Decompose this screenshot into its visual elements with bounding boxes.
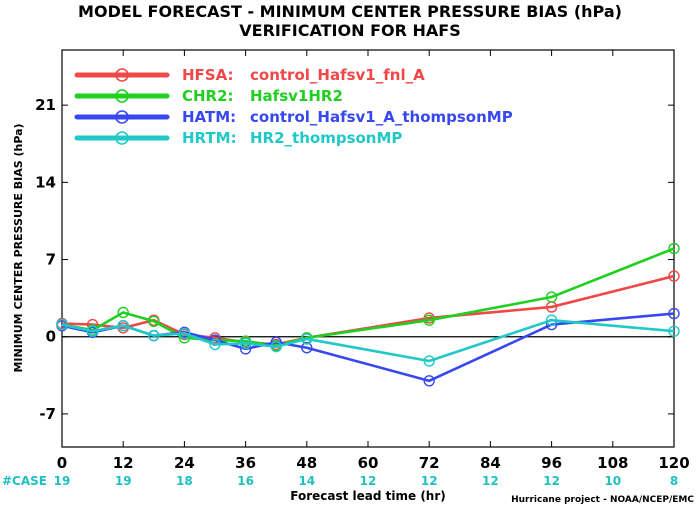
y-tick-label: -7: [39, 405, 56, 423]
legend-code: HRTM:: [182, 129, 237, 147]
legend-marker: [115, 131, 129, 145]
series-point: [423, 314, 435, 326]
legend-marker: [115, 89, 129, 103]
series-point: [209, 338, 221, 351]
legend: HFSA: control_Hafsv1_fnl_A CHR2: Hafsv1HR2 H…: [74, 66, 513, 147]
series-point: [423, 355, 435, 367]
credit-text: Hurricane project - NOAA/NCEP/EMC: [511, 495, 694, 505]
legend-marker: [115, 110, 129, 124]
y-axis-ticks: -7 0 7 14 21: [35, 96, 674, 423]
case-count: 10: [604, 474, 621, 488]
legend-name: HR2_thompsonMP: [250, 129, 402, 147]
y-tick-label: 0: [46, 328, 56, 346]
y-axis-label: MINIMUM CENTER PRESSURE BIAS (hPa): [12, 123, 25, 372]
series-point: [148, 315, 160, 327]
chart-subtitle: VERIFICATION FOR HAFS: [239, 21, 460, 40]
series-point: [668, 242, 680, 255]
case-count: 14: [298, 474, 315, 488]
series-point: [86, 325, 99, 337]
y-tick-label: 7: [46, 251, 56, 269]
legend-marker: [115, 68, 129, 82]
legend-code: HATM:: [182, 108, 236, 126]
legend-code: CHR2:: [182, 87, 234, 105]
series-point: [668, 307, 680, 320]
series-point: [148, 329, 160, 342]
series-point: [301, 333, 313, 345]
x-tick-label: 36: [235, 454, 256, 472]
legend-code: HFSA:: [182, 66, 234, 84]
series-point: [270, 340, 282, 353]
case-count: 12: [421, 474, 438, 488]
x-tick-label: 0: [57, 454, 67, 472]
x-tick-label: 60: [358, 454, 379, 472]
case-count: 16: [237, 474, 254, 488]
x-tick-label: 24: [174, 454, 195, 472]
case-label: #CASE: [2, 474, 47, 488]
series-point: [56, 318, 68, 331]
series-point: [117, 319, 129, 332]
y-tick-label: 14: [35, 173, 56, 191]
x-tick-label: 108: [597, 454, 628, 472]
series-point: [178, 327, 191, 340]
case-count: 8: [670, 474, 678, 488]
x-tick-label: 12: [113, 454, 134, 472]
chart-title: MODEL FORECAST - MINIMUM CENTER PRESSURE…: [78, 2, 622, 21]
series-line: [61, 274, 675, 346]
x-tick-label: 96: [541, 454, 562, 472]
series-point: [117, 306, 129, 319]
case-count: 12: [543, 474, 560, 488]
x-axis-ticks: 0 12 24 36 48 60 72 84 96 108 120: [57, 50, 690, 472]
legend-name: control_Hafsv1_A_thompsonMP: [250, 108, 513, 126]
series-point: [668, 325, 680, 337]
x-tick-label: 72: [419, 454, 440, 472]
series-point: [301, 342, 313, 354]
series-point: [545, 291, 558, 303]
case-count: 12: [482, 474, 499, 488]
x-tick-label: 84: [480, 454, 501, 472]
legend-name: control_Hafsv1_fnl_A: [250, 66, 425, 84]
case-count: 19: [54, 474, 71, 488]
x-axis-label: Forecast lead time (hr): [290, 489, 446, 503]
series-point: [423, 375, 435, 387]
series-point: [545, 314, 558, 326]
series-point: [239, 337, 252, 350]
x-tick-label: 48: [296, 454, 317, 472]
series-layer: [56, 242, 680, 387]
case-count: 18: [176, 474, 193, 488]
legend-name: Hafsv1HR2: [250, 87, 343, 105]
y-tick-label: 21: [35, 96, 56, 114]
series-point: [668, 270, 680, 282]
case-count-row: #CASE 19 19 18 16 14 12 12 12 12 10 8: [2, 474, 678, 488]
x-tick-label: 120: [658, 454, 689, 472]
case-count: 19: [115, 474, 132, 488]
series-line: [61, 247, 675, 347]
case-count: 12: [360, 474, 377, 488]
